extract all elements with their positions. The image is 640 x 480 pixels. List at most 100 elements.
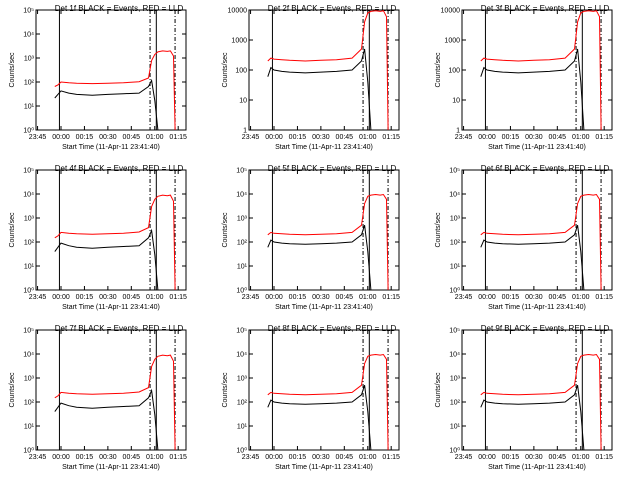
x-axis-label: Start Time (11-Apr-11 23:41:40) — [275, 304, 373, 311]
panel-title: Det 7f BLACK = Events, RED = LLD — [55, 324, 184, 333]
x-axis-label: Start Time (11-Apr-11 23:41:40) — [275, 144, 373, 151]
plot-panel-1: Det 1f BLACK = Events, RED = LLD 10⁰ 10¹ 10… — [9, 4, 187, 151]
x-tick-label: 00:30 — [99, 294, 117, 301]
y-tick-label: 10⁰ — [23, 287, 34, 295]
y-tick-label: 10⁵ — [23, 168, 34, 175]
y-tick-label: 10000 — [441, 8, 461, 15]
x-tick-label: 00:15 — [289, 454, 307, 461]
y-tick-label: 10³ — [24, 376, 35, 383]
x-tick-label: 01:00 — [572, 294, 590, 301]
y-tick-label: 10³ — [24, 56, 35, 63]
plot-frame — [35, 9, 187, 131]
events-series-line — [480, 385, 585, 451]
x-tick-label: 00:30 — [312, 134, 330, 141]
x-tick-label: 00:00 — [265, 294, 283, 301]
x-tick-label: 01:15 — [595, 294, 613, 301]
y-axis-label: Counts/sec — [9, 372, 16, 408]
x-axis-label: Start Time (11-Apr-11 23:41:40) — [62, 144, 160, 151]
x-tick-label: 00:00 — [478, 454, 496, 461]
y-tick-label: 10² — [450, 400, 461, 407]
lld-series-line — [267, 193, 389, 291]
lld-series-line — [480, 353, 602, 451]
plot-panel-2: Det 2f BLACK = Events, RED = LLD 1 10 100 10… — [222, 4, 400, 151]
panel-title: Det 2f BLACK = Events, RED = LLD — [268, 4, 397, 13]
x-axis-label: Start Time (11-Apr-11 23:41:40) — [62, 464, 160, 471]
x-tick-label: 23:45 — [29, 134, 47, 141]
plot-panel-7: Det 7f BLACK = Events, RED = LLD 10⁰ 10¹ 10… — [9, 324, 187, 471]
x-tick-label: 00:00 — [265, 134, 283, 141]
y-tick-label: 10⁰ — [449, 447, 460, 455]
events-series-line — [54, 388, 159, 451]
events-series-line — [480, 225, 585, 291]
x-tick-label: 00:30 — [312, 454, 330, 461]
y-tick-label: 10⁵ — [23, 8, 34, 15]
y-tick-label: 10⁰ — [23, 127, 34, 135]
y-axis-label: Counts/sec — [9, 52, 16, 88]
y-tick-label: 10⁴ — [23, 352, 34, 359]
x-tick-label: 00:45 — [336, 454, 354, 461]
y-tick-label: 1 — [456, 128, 460, 135]
x-axis-label: Start Time (11-Apr-11 23:41:40) — [488, 464, 586, 471]
plot-frame — [461, 329, 613, 451]
x-tick-label: 01:15 — [169, 134, 187, 141]
y-tick-label: 100 — [235, 68, 247, 75]
y-tick-label: 10 — [452, 98, 460, 105]
x-tick-label: 01:15 — [382, 294, 400, 301]
y-tick-label: 10⁵ — [449, 328, 460, 335]
plot-frame — [248, 169, 400, 291]
y-tick-label: 10³ — [237, 216, 248, 223]
y-tick-label: 1 — [243, 128, 247, 135]
x-tick-label: 00:15 — [502, 454, 520, 461]
x-tick-label: 00:45 — [123, 134, 141, 141]
panel-title: Det 8f BLACK = Events, RED = LLD — [268, 324, 397, 333]
x-tick-label: 23:45 — [29, 454, 47, 461]
x-tick-label: 00:30 — [99, 454, 117, 461]
y-axis-label: Counts/sec — [435, 52, 442, 88]
x-tick-label: 01:00 — [359, 294, 377, 301]
y-tick-label: 10⁵ — [236, 328, 247, 335]
lld-series-line — [54, 50, 176, 131]
lld-series-line — [54, 194, 176, 291]
x-tick-label: 01:00 — [146, 454, 164, 461]
x-tick-label: 00:45 — [336, 134, 354, 141]
x-tick-label: 01:00 — [572, 134, 590, 141]
y-tick-label: 10² — [450, 240, 461, 247]
y-axis-label: Counts/sec — [9, 212, 16, 248]
events-series-line — [54, 228, 159, 291]
x-tick-label: 00:00 — [478, 134, 496, 141]
y-tick-label: 10000 — [228, 8, 248, 15]
plot-frame — [35, 329, 187, 451]
x-tick-label: 00:45 — [549, 294, 567, 301]
plot-frame — [35, 169, 187, 291]
plot-panel-9: Det 9f BLACK = Events, RED = LLD 10⁰ 10¹ 10… — [435, 324, 613, 471]
x-tick-label: 00:15 — [76, 134, 94, 141]
x-axis-label: Start Time (11-Apr-11 23:41:40) — [488, 304, 586, 311]
x-tick-label: 00:00 — [478, 294, 496, 301]
panel-title: Det 6f BLACK = Events, RED = LLD — [481, 164, 610, 173]
y-tick-label: 10⁰ — [236, 287, 247, 295]
y-tick-label: 1000 — [231, 38, 247, 45]
plot-panel-5: Det 5f BLACK = Events, RED = LLD 10⁰ 10¹ 10… — [222, 164, 400, 311]
x-tick-label: 23:45 — [455, 454, 473, 461]
y-axis-label: Counts/sec — [222, 52, 229, 88]
plot-frame — [248, 9, 400, 131]
y-tick-label: 10⁰ — [23, 447, 34, 455]
x-tick-label: 00:45 — [549, 134, 567, 141]
lld-series-line — [54, 354, 176, 451]
x-tick-label: 01:15 — [382, 134, 400, 141]
lld-series-line — [480, 10, 602, 131]
x-tick-label: 00:15 — [289, 134, 307, 141]
y-tick-label: 10¹ — [450, 264, 461, 271]
events-series-line — [54, 78, 159, 131]
plot-panel-6: Det 6f BLACK = Events, RED = LLD 10⁰ 10¹ 10… — [435, 164, 613, 311]
y-tick-label: 10³ — [237, 376, 248, 383]
x-tick-label: 00:45 — [549, 454, 567, 461]
y-tick-label: 10⁴ — [23, 192, 34, 199]
x-tick-label: 00:15 — [289, 294, 307, 301]
events-series-line — [267, 385, 372, 451]
x-tick-label: 00:45 — [123, 454, 141, 461]
y-tick-label: 1000 — [444, 38, 460, 45]
x-tick-label: 00:30 — [525, 134, 543, 141]
y-tick-label: 10⁵ — [23, 328, 34, 335]
